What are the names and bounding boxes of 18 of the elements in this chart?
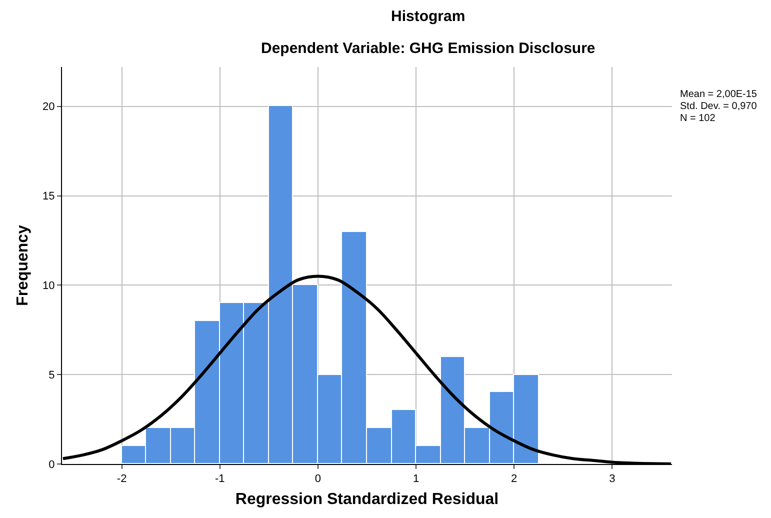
y-tick-label: 5 bbox=[48, 369, 55, 382]
x-tick-label: 2 bbox=[511, 473, 518, 486]
x-tick-label: -2 bbox=[116, 473, 127, 486]
x-tick-label: 1 bbox=[412, 473, 420, 486]
y-tick-label: 0 bbox=[48, 458, 55, 471]
text: N = 102 bbox=[680, 113, 716, 124]
x-tick-label: 3 bbox=[609, 473, 616, 486]
y-tick-label: 15 bbox=[42, 190, 55, 203]
x-axis-title: Regression Standardized Residual bbox=[235, 490, 499, 508]
y-axis-title: Frequency bbox=[14, 224, 32, 306]
text: Mean = 2,00E-15 bbox=[680, 89, 758, 100]
x-tick-label: -1 bbox=[215, 473, 225, 486]
text: Std. Dev. = 0,970 bbox=[680, 101, 758, 112]
x-tick-label: 0 bbox=[314, 473, 322, 486]
y-tick-label: 10 bbox=[42, 280, 55, 292]
chart-subtitle: Dependent Variable: GHG Emission Disclosure bbox=[261, 40, 596, 57]
chart-title: Histogram bbox=[391, 8, 466, 25]
y-tick-label: 20 bbox=[42, 101, 55, 114]
